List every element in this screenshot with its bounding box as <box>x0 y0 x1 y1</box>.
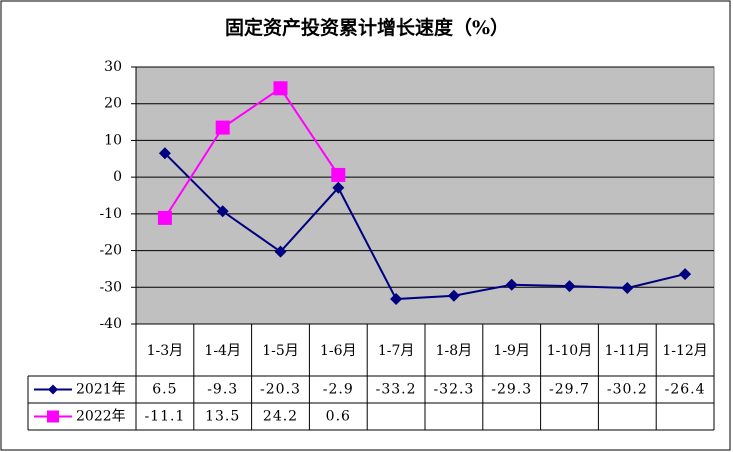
x-tick-label: 1-5月 <box>262 343 299 359</box>
marker <box>215 120 230 135</box>
marker <box>563 280 576 293</box>
x-tick-label: 1-3月 <box>147 343 184 359</box>
y-tick-label: -30 <box>99 279 122 295</box>
marker <box>216 205 229 218</box>
plot-area <box>135 66 715 325</box>
x-tick-label: 1-4月 <box>204 343 241 359</box>
data-table-value: 13.5 <box>205 409 240 425</box>
data-table-value: -33.2 <box>376 382 417 398</box>
x-tick-label: 1-11月 <box>605 343 650 359</box>
series-line <box>164 86 340 219</box>
y-tick-label: 10 <box>104 132 122 148</box>
x-tick-label: 1-10月 <box>547 343 592 359</box>
y-tick-label: 0 <box>113 169 122 185</box>
data-table-value: -30.2 <box>607 382 648 398</box>
legend-label: 2021年 <box>76 382 126 398</box>
x-tick-label: 1-8月 <box>436 343 473 359</box>
marker <box>157 210 172 225</box>
legend-marker <box>48 384 58 395</box>
data-table-value: -20.3 <box>260 382 301 398</box>
data-table-value: -11.1 <box>144 409 185 425</box>
legend-label: 2022年 <box>76 409 126 425</box>
y-tick-label: -20 <box>99 243 122 259</box>
marker <box>331 167 346 182</box>
data-table-value: 24.2 <box>263 409 298 425</box>
data-table-value: -26.4 <box>665 382 706 398</box>
marker <box>274 245 287 258</box>
marker <box>390 293 403 306</box>
y-tick-label: -10 <box>99 206 122 222</box>
marker <box>332 181 345 194</box>
data-table-value: -32.3 <box>433 382 474 398</box>
data-table-value: 0.6 <box>326 409 351 425</box>
data-table-value: -29.3 <box>491 382 532 398</box>
marker <box>273 81 288 96</box>
marker <box>505 278 518 291</box>
x-tick-label: 1-12月 <box>662 343 707 359</box>
legend-marker <box>47 410 59 423</box>
series-line <box>164 152 686 301</box>
marker <box>447 289 460 302</box>
x-tick-label: 1-9月 <box>493 343 530 359</box>
marker <box>621 282 634 295</box>
x-tick-label: 1-7月 <box>378 343 415 359</box>
marker <box>679 268 692 281</box>
y-tick-label: -40 <box>99 316 122 332</box>
marker <box>158 147 171 160</box>
y-tick-label: 30 <box>104 59 122 75</box>
data-table-value: -2.9 <box>323 382 354 398</box>
x-tick-label: 1-6月 <box>320 343 357 359</box>
data-table-value: -9.3 <box>207 382 238 398</box>
data-table-value: -29.7 <box>549 382 590 398</box>
data-table-value: 6.5 <box>152 382 177 398</box>
y-tick-label: 20 <box>104 96 122 112</box>
chart-title: 固定资产投资累计增长速度（%） <box>225 16 509 39</box>
